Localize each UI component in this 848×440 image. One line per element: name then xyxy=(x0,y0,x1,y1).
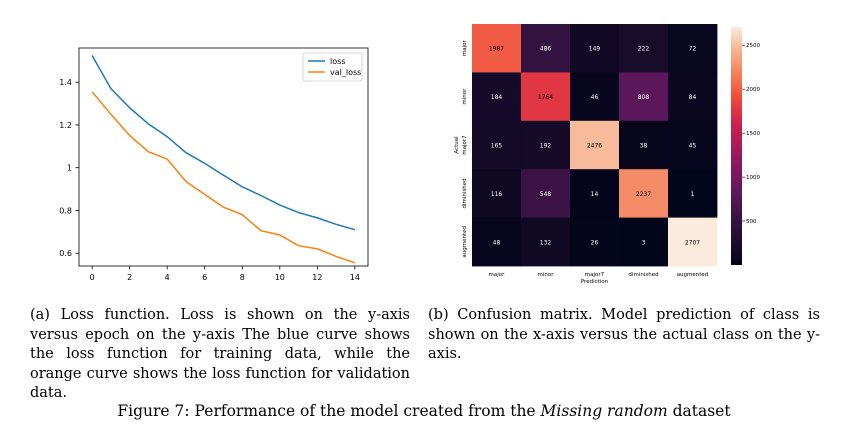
colorbar xyxy=(731,27,742,265)
x-tick-label: 4 xyxy=(165,273,170,282)
cell-value: 1987 xyxy=(489,46,504,53)
y-tick-label: 1.4 xyxy=(59,78,72,87)
heatmap-cell xyxy=(570,169,620,218)
y-axis-label: Actual xyxy=(454,136,460,154)
heatmap-cell xyxy=(570,217,620,267)
heatmap-cell xyxy=(521,24,571,73)
figure-caption-suffix: dataset xyxy=(667,402,731,420)
figure-caption: Figure 7: Performance of the model creat… xyxy=(0,402,848,420)
y-category-label: augmented xyxy=(462,226,468,258)
colorbar-tick-label: 2000 xyxy=(746,87,760,93)
cell-value: 808 xyxy=(638,94,650,101)
confusion-matrix-chart: 1987 486 149 222 72 184 1764 46 808 84 165 192 2476 3… xyxy=(454,24,760,285)
cell-value: 184 xyxy=(491,94,503,101)
cell-value: 26 xyxy=(591,239,599,246)
cell-value: 1764 xyxy=(538,94,553,101)
y-tick-label: 1.2 xyxy=(59,121,72,130)
heatmap-cell xyxy=(668,120,718,170)
cell-value: 2476 xyxy=(587,143,602,150)
cell-value: 48 xyxy=(493,239,501,246)
heatmap-cell xyxy=(472,217,522,267)
heatmap-cell xyxy=(472,120,522,170)
cell-value: 222 xyxy=(638,46,650,53)
cell-value: 2237 xyxy=(636,191,651,198)
x-tick-label: 12 xyxy=(312,273,322,282)
x-tick-label: 6 xyxy=(202,273,207,282)
heatmap-cell xyxy=(619,217,669,267)
x-category-label: minor xyxy=(538,272,555,278)
y-tick-label: 1 xyxy=(67,164,72,173)
cell-value: 1 xyxy=(691,191,695,198)
heatmap-cell xyxy=(521,169,571,218)
colorbar-tick-label: 500 xyxy=(746,219,757,225)
heatmap-cell xyxy=(619,120,669,170)
cell-value: 165 xyxy=(491,143,503,150)
series-line-loss xyxy=(91,55,356,231)
colorbar-tick-label: 2500 xyxy=(746,43,760,49)
loss-chart: 0 2 4 6 8 10 12 14 0.6 0.8 1 1.2 1.4 loss val_loss xyxy=(59,47,369,282)
x-category-label: diminished xyxy=(628,272,658,278)
y-tick-label: 0.6 xyxy=(59,249,72,258)
heatmap-cell xyxy=(570,24,620,73)
cell-value: 192 xyxy=(540,143,552,150)
heatmap-cell xyxy=(668,217,718,267)
cell-value: 548 xyxy=(540,191,552,198)
y-category-label: major xyxy=(462,40,468,57)
cell-value: 3 xyxy=(642,239,646,246)
heatmap-cell xyxy=(619,24,669,73)
y-tick-label: 0.8 xyxy=(59,206,72,215)
cell-value: 45 xyxy=(689,143,697,150)
cell-value: 116 xyxy=(491,191,503,198)
cell-value: 38 xyxy=(640,143,648,150)
series-line-val-loss xyxy=(91,91,356,264)
x-tick-label: 10 xyxy=(275,273,285,282)
heatmap-cell xyxy=(472,169,522,218)
heatmap-cell xyxy=(668,72,718,122)
x-category-label: major7 xyxy=(585,272,605,278)
caption-a: (a) Loss function. Loss is shown on the … xyxy=(30,307,410,401)
legend-label-loss: loss xyxy=(330,57,345,66)
legend-label-val-loss: val_loss xyxy=(330,68,361,77)
heatmap-cell xyxy=(472,24,522,73)
heatmap-cell xyxy=(619,169,669,218)
heatmap-cell xyxy=(521,120,571,170)
x-category-label: major xyxy=(489,272,506,278)
x-tick-label: 14 xyxy=(350,273,360,282)
cell-value: 46 xyxy=(591,94,599,101)
cell-value: 486 xyxy=(540,46,552,53)
x-tick-label: 0 xyxy=(90,273,95,282)
heatmap-cell xyxy=(570,120,620,170)
figure-caption-dataset: Missing random xyxy=(540,402,668,420)
cell-value: 84 xyxy=(689,94,697,101)
cell-value: 2707 xyxy=(685,239,700,246)
plot-frame xyxy=(78,47,369,267)
cell-value: 14 xyxy=(591,191,599,198)
cell-value: 132 xyxy=(540,239,552,246)
cell-value: 72 xyxy=(689,46,697,53)
heatmap-cell xyxy=(472,72,522,122)
legend-box xyxy=(302,52,363,82)
cell-value: 149 xyxy=(589,46,601,53)
x-axis-label: Prediction xyxy=(581,279,609,285)
caption-b: (b) Confusion matrix. Model prediction o… xyxy=(428,307,820,362)
heatmap-cell xyxy=(521,72,571,122)
heatmap-cell xyxy=(668,24,718,73)
heatmap-cell xyxy=(619,72,669,122)
x-tick-label: 8 xyxy=(240,273,245,282)
y-category-label: major7 xyxy=(462,135,468,155)
heatmap-cell xyxy=(521,217,571,267)
y-category-label: diminished xyxy=(462,178,468,208)
colorbar-tick-label: 1500 xyxy=(746,131,760,137)
y-category-label: minor xyxy=(462,88,468,105)
heatmap-cell xyxy=(668,169,718,218)
figure-caption-prefix: Figure 7: Performance of the model creat… xyxy=(117,402,541,420)
colorbar-tick-label: 1000 xyxy=(746,175,760,181)
x-tick-label: 2 xyxy=(127,273,132,282)
heatmap-cell xyxy=(570,72,620,122)
x-category-label: augmented xyxy=(677,272,709,278)
